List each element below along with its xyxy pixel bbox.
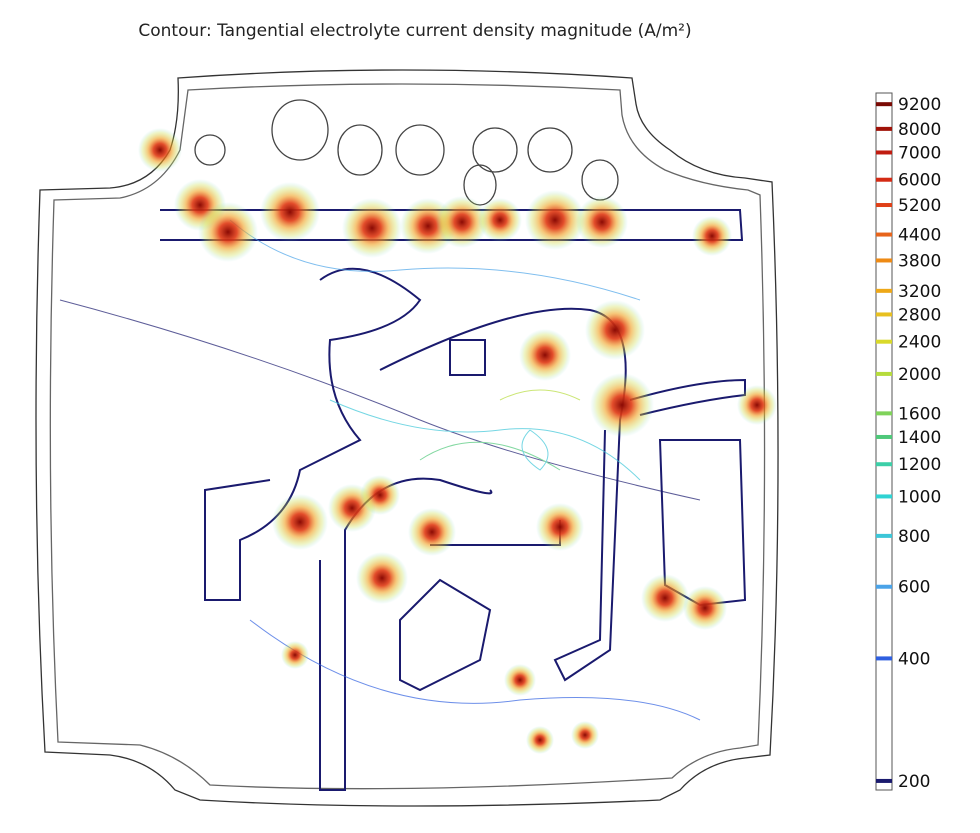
hot-spot xyxy=(260,182,320,242)
hot-spot xyxy=(281,641,309,669)
colorbar-tick-label: 2400 xyxy=(898,333,941,353)
hot-spot xyxy=(436,196,488,248)
colorbar-tick-label: 1600 xyxy=(898,404,941,424)
colorbar-tick-label: 6000 xyxy=(898,171,941,191)
colorbar-tick-label: 400 xyxy=(898,649,930,669)
hot-spot xyxy=(585,300,645,360)
colorbar-tick-label: 1200 xyxy=(898,455,941,475)
hot-spot xyxy=(737,385,777,425)
colorbar-tick-label: 1000 xyxy=(898,487,941,507)
colorbar-tick-label: 2000 xyxy=(898,365,941,385)
hot-spot xyxy=(571,721,599,749)
hot-spot xyxy=(526,726,554,754)
colorbar-tick-label: 800 xyxy=(898,527,930,547)
hot-spot xyxy=(198,202,258,262)
hot-spot xyxy=(504,664,536,696)
hot-spot xyxy=(683,586,727,630)
colorbar-tick-label: 7000 xyxy=(898,143,941,163)
colorbar xyxy=(875,92,893,791)
colorbar-tick-label: 3800 xyxy=(898,251,941,271)
colorbar-tick-label: 2800 xyxy=(898,305,941,325)
colorbar-tick-label: 3200 xyxy=(898,282,941,302)
colorbar-tick-label: 9200 xyxy=(898,95,941,115)
hot-spot xyxy=(272,494,328,550)
chart-title: Contour: Tangential electrolyte current … xyxy=(138,21,691,41)
colorbar-tick-label: 5200 xyxy=(898,196,941,216)
hot-spot xyxy=(576,196,628,248)
hot-spot xyxy=(641,574,689,622)
hot-spot xyxy=(356,552,408,604)
colorbar-tick-label: 600 xyxy=(898,578,930,598)
hot-spot xyxy=(360,475,400,515)
geometry xyxy=(35,69,779,807)
hot-spot xyxy=(519,329,571,381)
hot-spots xyxy=(138,128,777,754)
colorbar-tick-label: 200 xyxy=(898,772,930,792)
hot-spot xyxy=(138,128,182,172)
colorbar-tick-label: 8000 xyxy=(898,120,941,140)
hot-spot xyxy=(525,190,585,250)
colorbar-tick-label: 4400 xyxy=(898,226,941,246)
hot-spot xyxy=(342,198,402,258)
hot-spot xyxy=(590,373,654,437)
hot-spot xyxy=(692,216,732,256)
colorbar-tick-label: 1400 xyxy=(898,428,941,448)
hot-spot xyxy=(536,503,584,551)
hot-spot xyxy=(478,198,522,242)
hot-spot xyxy=(408,508,456,556)
